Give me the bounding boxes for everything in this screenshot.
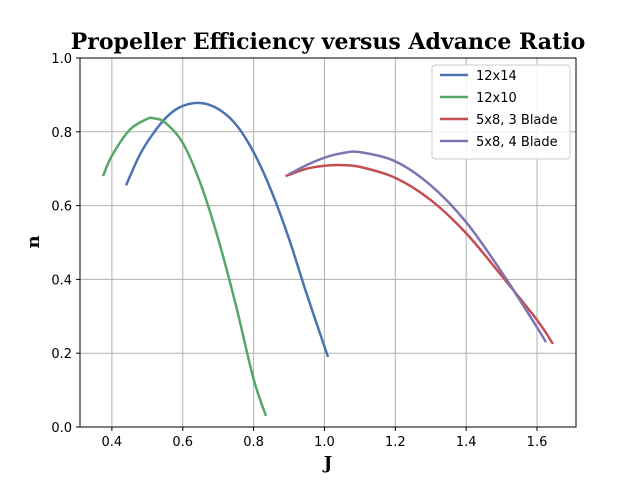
y-tick-label: 1.0 xyxy=(51,52,72,67)
series-line-2 xyxy=(101,116,268,417)
series-line-1 xyxy=(124,101,330,358)
legend-box xyxy=(431,64,571,160)
series-lines xyxy=(101,101,555,417)
y-tick-label: 0.6 xyxy=(51,200,72,215)
x-axis-label: J xyxy=(322,453,333,474)
plot-frame xyxy=(79,57,577,428)
x-tick-label: 1.2 xyxy=(385,435,406,450)
series-line-3 xyxy=(285,163,555,345)
axis-ticks: 0.4 0.6 0.8 1.0 1.2 1.4 1.6 0.0 0.2 0.4 0.6 0.8 1.0 xyxy=(51,52,547,450)
legend-label: 12x14 xyxy=(476,69,517,84)
y-tick-label: 0.4 xyxy=(51,273,72,288)
x-tick-label: 1.6 xyxy=(527,435,548,450)
x-tick-label: 0.6 xyxy=(172,435,193,450)
chart-title: Propeller Efficiency versus Advance Rati… xyxy=(71,29,586,55)
legend: 12x14 12x10 5x8, 3 Blade 5x8, 4 Blade xyxy=(431,64,571,160)
x-tick-label: 0.4 xyxy=(102,435,123,450)
legend-label: 5x8, 4 Blade xyxy=(476,135,558,150)
y-tick-label: 0.8 xyxy=(51,126,72,141)
x-tick-label: 0.8 xyxy=(243,435,264,450)
y-axis-label: n xyxy=(23,235,44,248)
legend-label: 5x8, 3 Blade xyxy=(476,113,558,128)
legend-label: 12x10 xyxy=(476,91,517,106)
x-tick-label: 1.0 xyxy=(314,435,335,450)
series-line-4 xyxy=(288,150,547,343)
y-tick-label: 0.2 xyxy=(51,347,72,362)
y-tick-label: 0.0 xyxy=(51,421,72,436)
x-tick-label: 1.4 xyxy=(456,435,477,450)
